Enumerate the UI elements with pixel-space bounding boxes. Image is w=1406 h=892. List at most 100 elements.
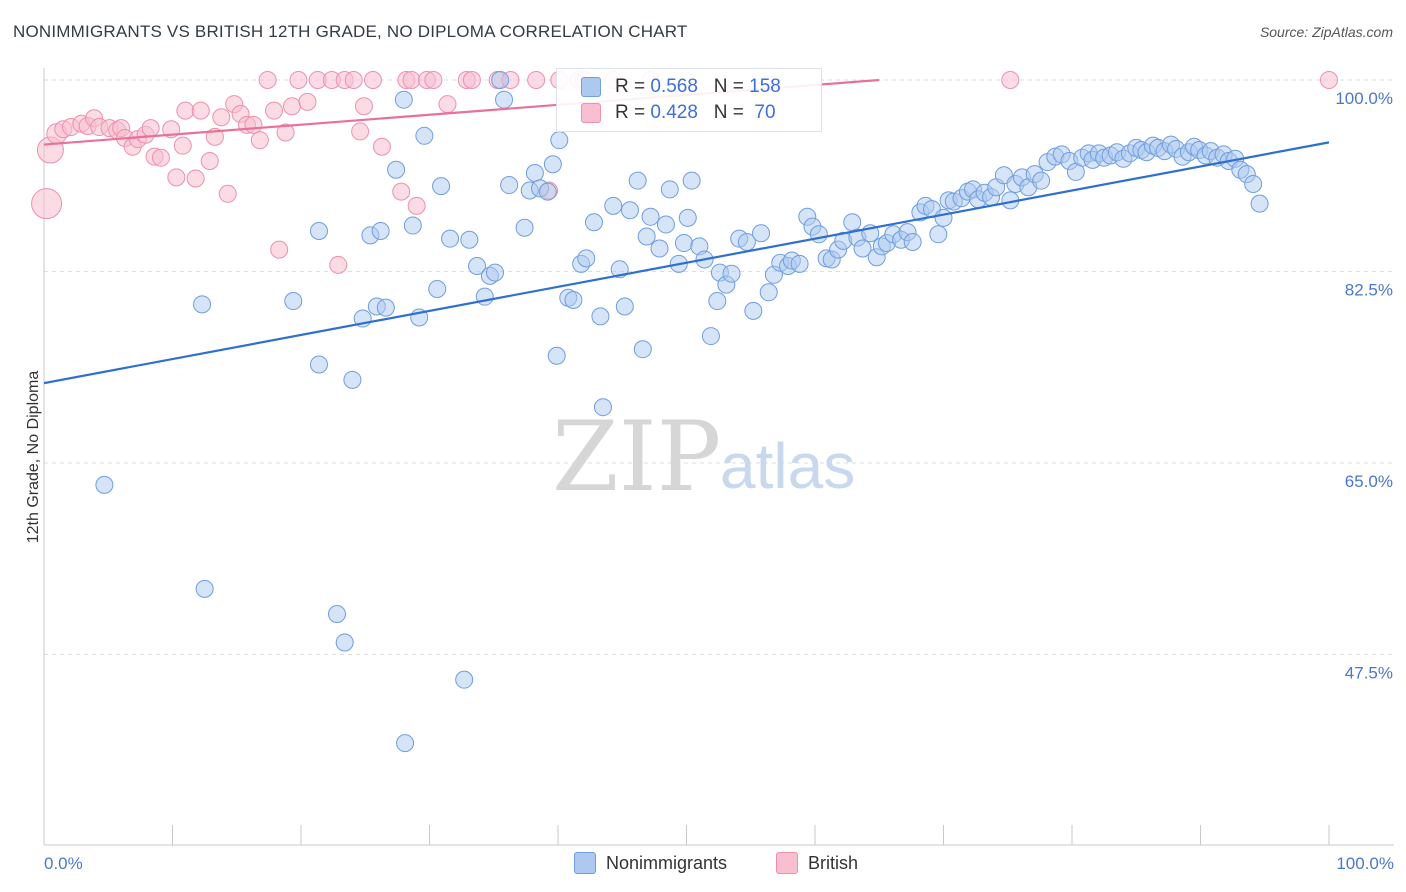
nonimmigrants-point: [371, 222, 390, 241]
nonimmigrants-point: [455, 670, 474, 689]
british-point: [151, 148, 170, 167]
x-axis-ticks: [43, 825, 1330, 845]
nonimmigrants-point: [934, 208, 953, 227]
nonimmigrants-point: [656, 215, 675, 234]
legend-swatch-nonimmigrants: [574, 852, 596, 874]
legend-swatch-pink: [581, 103, 601, 123]
nonimmigrants-point: [809, 225, 828, 244]
legend-r-value: 0.568: [650, 76, 698, 97]
british-point: [191, 101, 210, 120]
watermark: ZIP atlas: [552, 401, 855, 513]
nonimmigrants-point: [432, 177, 451, 196]
x-tick-label-max: 100.0%: [1336, 854, 1394, 873]
nonimmigrants-point: [790, 254, 809, 273]
british-point: [270, 240, 289, 259]
british-point: [265, 101, 284, 120]
nonimmigrants-point: [543, 155, 562, 174]
nonimmigrants-point: [903, 232, 922, 251]
nonimmigrants-point: [309, 355, 328, 374]
x-tick-label-min: 0.0%: [44, 854, 83, 873]
nonimmigrants-point: [701, 327, 720, 346]
chart-title: NONIMMIGRANTS VS BRITISH 12TH GRADE, NO …: [13, 22, 688, 41]
legend-swatch-blue: [581, 77, 601, 97]
y-tick-label: 82.5%: [1345, 281, 1393, 300]
british-point: [438, 95, 457, 114]
legend-r-label: R =: [615, 76, 651, 97]
british-point: [244, 115, 263, 134]
y-tick-label: 47.5%: [1345, 664, 1393, 683]
nonimmigrants-point: [550, 131, 569, 150]
british-point: [344, 71, 363, 89]
nonimmigrants-point: [309, 222, 328, 241]
british-point: [289, 71, 308, 89]
legend-n-label: N =: [713, 76, 750, 97]
nonimmigrants-point: [843, 213, 862, 232]
nonimmigrants-point: [752, 224, 771, 243]
british-point: [329, 255, 348, 274]
nonimmigrants-point: [615, 297, 634, 316]
y-tick-labels: 47.5% 65.0% 82.5% 100.0%: [1335, 89, 1393, 683]
nonimmigrants-point: [415, 126, 434, 145]
nonimmigrants-point: [1244, 174, 1263, 193]
nonimmigrants-point: [327, 605, 346, 624]
nonimmigrants-point: [591, 307, 610, 326]
nonimmigrants-point: [500, 176, 519, 195]
nonimmigrants-point: [584, 213, 603, 232]
nonimmigrants-point: [628, 171, 647, 190]
british-point: [1001, 71, 1020, 89]
nonimmigrants-point: [759, 283, 778, 302]
nonimmigrants-point: [564, 290, 583, 309]
nonimmigrants-point: [547, 346, 566, 365]
british-point: [250, 131, 269, 150]
nonimmigrants-point: [1250, 194, 1269, 213]
nonimmigrants-point: [620, 201, 639, 220]
nonimmigrants-point: [193, 295, 212, 314]
y-axis-label: 12th Grade, No Diploma: [25, 371, 42, 544]
legend-row-text: R = 0.428 N = 70: [615, 102, 776, 124]
nonimmigrants-point: [660, 180, 679, 199]
series-legend: Nonimmigrants British: [0, 852, 1406, 876]
nonimmigrants-point: [650, 239, 669, 258]
nonimmigrants-point: [441, 229, 460, 248]
british-point: [527, 71, 546, 89]
correlation-legend: R = 0.568 N = 158 R = 0.428 N = 70: [556, 68, 822, 132]
british-point: [176, 101, 195, 120]
nonimmigrants-point: [376, 298, 395, 317]
legend-item-british: British: [776, 852, 858, 874]
british-point: [407, 196, 426, 215]
nonimmigrants-point: [674, 234, 693, 253]
watermark-atlas: atlas: [720, 430, 855, 502]
y-tick-label: 100.0%: [1335, 89, 1393, 108]
nonimmigrants-point: [394, 90, 413, 109]
nonimmigrants-point: [403, 216, 422, 235]
nonimmigrants-point: [95, 475, 114, 494]
nonimmigrants-point: [343, 370, 362, 389]
british-point: [258, 71, 277, 89]
series-nonimmigrants-points: [95, 71, 1269, 753]
nonimmigrants-point: [335, 633, 354, 652]
british-point: [283, 97, 302, 116]
legend-r-value: 0.428: [650, 102, 698, 123]
legend-item-nonimmigrants: Nonimmigrants: [574, 852, 727, 874]
nonimmigrants-point: [708, 292, 727, 311]
british-point: [363, 71, 382, 89]
british-point: [354, 97, 373, 116]
british-point: [392, 182, 411, 201]
nonimmigrants-point: [428, 280, 447, 299]
british-point: [186, 169, 205, 188]
nonimmigrants-point: [284, 292, 303, 311]
source-credit: Source: ZipAtlas.com: [1259, 24, 1393, 40]
nonimmigrants-point: [641, 207, 660, 226]
legend-r-label: R =: [615, 102, 651, 123]
gridlines: [44, 79, 1394, 655]
nonimmigrants-point: [538, 182, 557, 201]
british-point: [218, 184, 237, 203]
nonimmigrants-point: [637, 227, 656, 246]
british-point: [1320, 71, 1338, 89]
nonimmigrants-trend-line: [43, 141, 1330, 385]
nonimmigrants-point: [593, 398, 612, 417]
nonimmigrants-point: [929, 225, 948, 244]
legend-swatch-british: [776, 852, 798, 874]
british-point: [276, 123, 295, 142]
